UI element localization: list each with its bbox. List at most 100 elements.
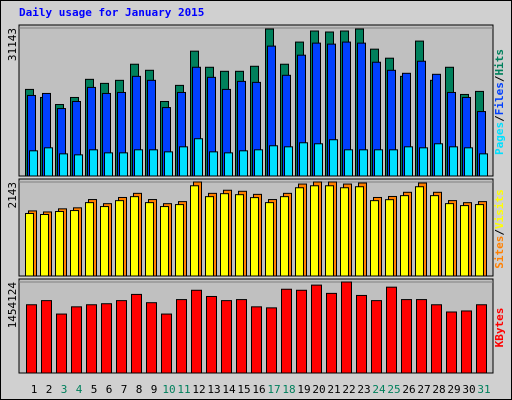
bar: [445, 203, 454, 277]
bar: [235, 194, 244, 277]
bar: [404, 146, 413, 177]
bar: [130, 196, 139, 277]
bar: [145, 202, 154, 277]
bar: [266, 307, 277, 374]
x-tick-label: 8: [136, 383, 143, 396]
bar: [296, 289, 307, 374]
bar: [416, 299, 427, 374]
bar: [460, 205, 469, 277]
bar: [239, 150, 248, 177]
bar: [224, 152, 233, 177]
bar: [461, 310, 472, 374]
x-tick-label: 28: [432, 383, 445, 396]
x-tick-label: 29: [447, 383, 460, 396]
x-tick-label: 15: [237, 383, 250, 396]
bar: [41, 300, 52, 374]
bar: [40, 214, 49, 277]
bar: [101, 303, 112, 374]
x-tick-label: 18: [282, 383, 295, 396]
x-tick-label: 5: [91, 383, 98, 396]
x-tick-label: 4: [76, 383, 83, 396]
x-tick-label: 14: [222, 383, 236, 396]
legend: KBytes: [493, 308, 506, 348]
bar: [314, 143, 323, 177]
bar: [160, 206, 169, 277]
x-tick-label: 7: [121, 383, 128, 396]
bar: [206, 295, 217, 374]
bar: [479, 153, 488, 177]
bar: [299, 142, 308, 177]
x-tick-label: 24: [372, 383, 386, 396]
x-tick-label: 31: [477, 383, 490, 396]
bar: [295, 187, 304, 277]
bar: [280, 196, 289, 277]
bar: [89, 149, 98, 177]
bar: [74, 154, 83, 177]
bar: [220, 193, 229, 277]
bar: [370, 200, 379, 277]
bar: [311, 284, 322, 374]
bar: [131, 293, 142, 374]
bar: [194, 138, 203, 177]
bar: [29, 150, 38, 177]
bar: [464, 147, 473, 177]
y-tick-label: 1454124: [6, 282, 19, 329]
bar: [325, 185, 334, 277]
bar: [59, 153, 68, 177]
bar: [359, 149, 368, 177]
bar: [446, 311, 457, 374]
bar: [254, 149, 263, 177]
x-tick-label: 26: [402, 383, 415, 396]
bar: [100, 206, 109, 277]
bar: [401, 299, 412, 374]
legend: Sites/Visits: [493, 189, 506, 269]
x-tick-label: 22: [342, 383, 355, 396]
bar: [116, 300, 127, 374]
bar: [356, 294, 367, 374]
x-tick-label: 16: [252, 383, 265, 396]
bar: [115, 200, 124, 277]
bar: [104, 152, 113, 177]
y-tick-label: 2143: [6, 182, 19, 209]
bar: [329, 139, 338, 177]
bar: [175, 204, 184, 277]
bar: [476, 304, 487, 374]
bar: [389, 149, 398, 177]
legend-entry: Pages: [493, 122, 506, 155]
bar: [419, 147, 428, 177]
bar: [400, 195, 409, 277]
bar: [179, 146, 188, 177]
y-tick-label: 31143: [6, 28, 19, 61]
bar: [149, 149, 158, 177]
bar: [44, 147, 53, 177]
bar: [326, 292, 337, 374]
bar: [70, 210, 79, 277]
bar: [85, 202, 94, 277]
x-tick-label: 17: [267, 383, 280, 396]
legend-separator: /: [493, 75, 506, 82]
x-tick-label: 6: [106, 383, 113, 396]
x-tick-label: 21: [327, 383, 340, 396]
bar: [119, 152, 128, 177]
bar: [430, 195, 439, 277]
bar: [86, 304, 97, 374]
x-tick-label: 11: [177, 383, 190, 396]
x-tick-label: 1: [31, 383, 38, 396]
bar: [251, 306, 262, 374]
x-tick-label: 27: [417, 383, 430, 396]
x-tick-label: 12: [192, 383, 205, 396]
bar: [250, 197, 259, 277]
legend-entry: KBytes: [493, 308, 506, 348]
chart-title: Daily usage for January 2015: [19, 6, 204, 19]
x-tick-label: 30: [462, 383, 475, 396]
bar: [161, 313, 172, 374]
x-tick-label: 23: [357, 383, 370, 396]
bar: [341, 281, 352, 374]
x-tick-label: 10: [162, 383, 175, 396]
bar: [431, 304, 442, 374]
bar: [191, 289, 202, 374]
bar: [269, 145, 278, 177]
x-tick-label: 3: [61, 383, 68, 396]
bar: [371, 300, 382, 374]
bar: [475, 204, 484, 277]
